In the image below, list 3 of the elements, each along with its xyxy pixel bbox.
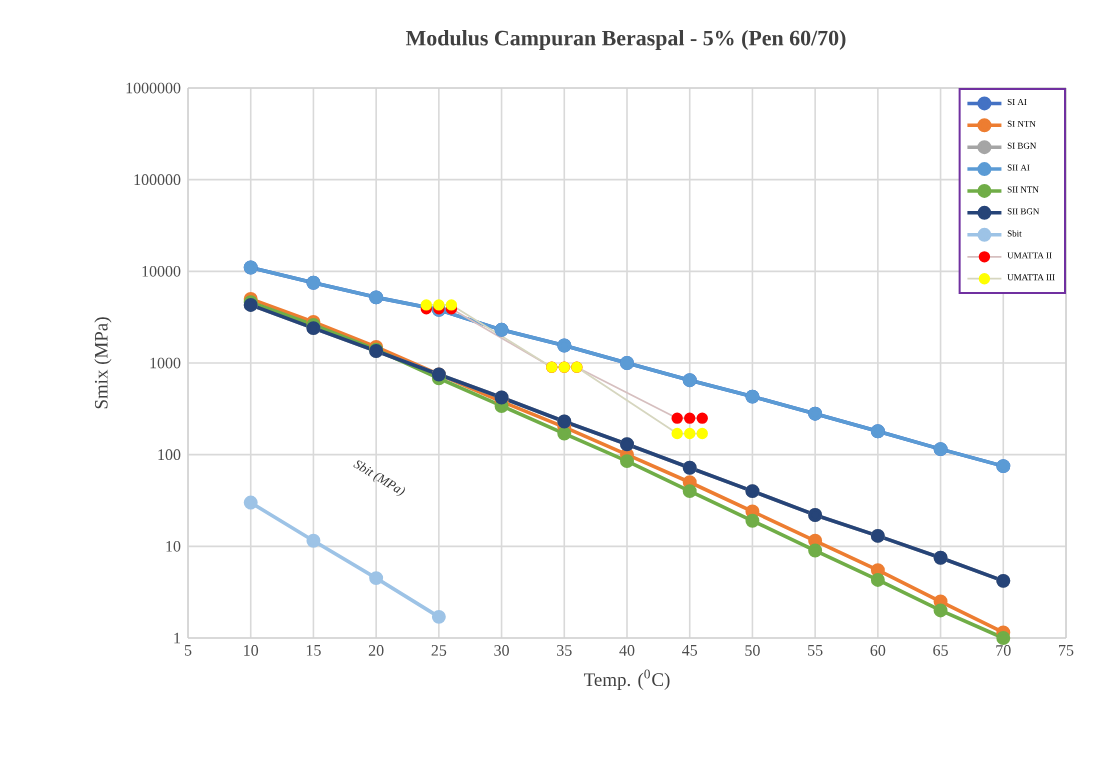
chart-title: Modulus Campuran Beraspal - 5% (Pen 60/70) — [405, 30, 846, 50]
x-axis-title: Temp. ($^{0}$C) — [583, 669, 670, 690]
y-axis-title: Smix (MPa) — [94, 317, 112, 409]
